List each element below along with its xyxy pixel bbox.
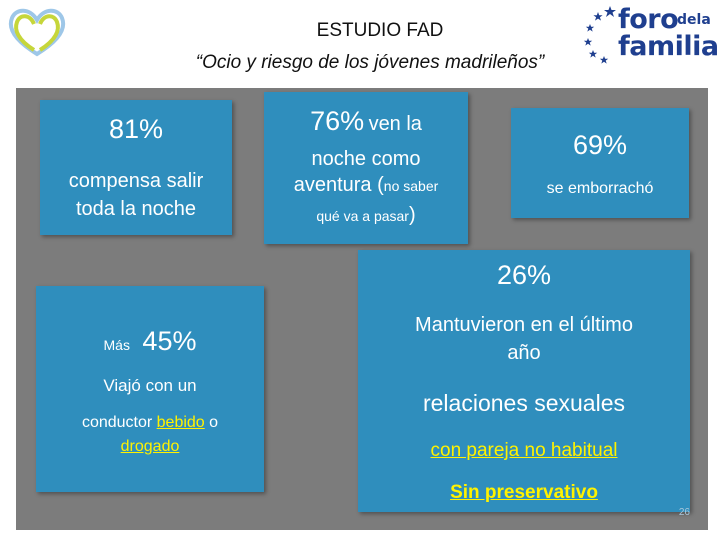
stat-text-line: año: [507, 342, 541, 364]
highlight-text: drogado: [120, 438, 180, 455]
stat-box-81: 81% compensa salir toda la noche: [40, 100, 232, 235]
foro-familia-logo: foro dela familia: [582, 4, 719, 66]
page-number: 26: [678, 507, 690, 518]
stat-box-76: 76% ven la noche como aventura (no saber…: [264, 92, 468, 244]
stat-percent: 26%: [496, 260, 552, 290]
stars-icon: [583, 6, 616, 64]
stat-text-small: no saber: [383, 178, 439, 194]
logo-word-dela: dela: [677, 12, 711, 28]
stat-percent: 76%: [310, 106, 365, 136]
stat-text-line: ): [408, 204, 416, 226]
hearts-logo: [4, 4, 70, 60]
stat-box-69: 69% se emborrachó: [511, 108, 689, 218]
page-subtitle: “Ocio y riesgo de los jóvenes madrileños…: [195, 52, 545, 73]
logo-word-familia: familia: [618, 31, 719, 62]
stat-text-small: qué va a pasar: [316, 208, 409, 224]
highlight-text: Sin preservativo: [450, 482, 598, 503]
stat-text-line: Viajó con un: [103, 376, 197, 395]
highlight-text: bebido: [156, 414, 205, 431]
stat-box-26: 26% Mantuvieron en el último año relacio…: [358, 250, 690, 512]
stat-text-line: compensa salir: [68, 170, 204, 192]
stat-text-line: ven la: [368, 113, 422, 135]
stat-prefix: Más: [103, 337, 130, 353]
stat-text-line: noche como: [311, 148, 421, 170]
stat-box-45: Más 45% Viajó con un conductor bebido o …: [36, 286, 264, 492]
stat-percent: 45%: [142, 326, 197, 356]
page-title: ESTUDIO FAD: [316, 20, 444, 41]
stat-text-line: conductor: [81, 414, 153, 431]
stat-percent: 69%: [572, 130, 628, 160]
stat-percent: 81%: [108, 114, 164, 144]
logo-word-foro: foro: [618, 4, 679, 35]
stat-text-line: o: [209, 414, 219, 431]
stat-text-line: relaciones sexuales: [422, 390, 625, 416]
stat-text-line: aventura (: [293, 174, 384, 196]
stat-text-line: se emborrachó: [546, 180, 654, 197]
highlight-text: con pareja no habitual: [430, 440, 618, 461]
stat-text-line: toda la noche: [75, 198, 197, 220]
stat-text-line: Mantuvieron en el último: [415, 314, 633, 336]
